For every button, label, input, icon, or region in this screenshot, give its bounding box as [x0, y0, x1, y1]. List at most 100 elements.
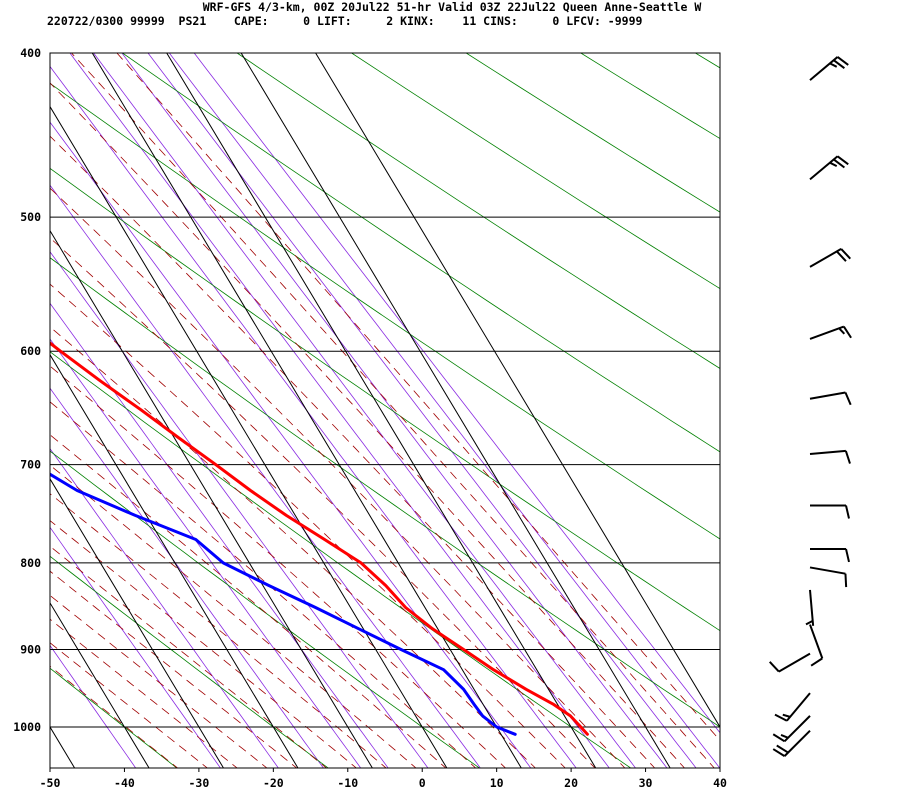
- wind-barb-feather: [845, 505, 850, 519]
- mixing-ratio-line: [193, 53, 720, 734]
- moist-adiabat-line: [50, 642, 208, 768]
- mixing-ratio-line: [50, 447, 279, 768]
- dry-adiabat-line: [465, 53, 720, 213]
- y-axis: 400 500 600 700 800 900 1000: [13, 46, 41, 734]
- wind-barb-staff: [809, 589, 815, 626]
- wind-barb-staff: [783, 729, 811, 757]
- mixing-ratio-line: [50, 251, 429, 768]
- x-tick-label: 20: [564, 776, 578, 790]
- wind-barb-staff: [809, 56, 839, 81]
- wind-barb: [774, 692, 811, 722]
- mixing-ratio-line: [50, 526, 221, 768]
- wind-barb-feather: [842, 326, 852, 339]
- isotherm-gridline: [315, 53, 720, 728]
- moist-adiabat-line: [50, 283, 566, 768]
- sounding-profiles: [50, 341, 589, 736]
- wind-barb-staff: [809, 391, 846, 400]
- moist-adiabat-line: [50, 520, 357, 768]
- moist-adiabat-line: [50, 545, 328, 768]
- moist-adiabat-line: [50, 570, 298, 768]
- dewpoint-profile-line: [50, 472, 517, 736]
- wind-barb-feather: [844, 450, 851, 464]
- temperature-profile-line: [50, 341, 589, 736]
- wind-barb-staff: [809, 449, 846, 456]
- wind-barb-staff: [778, 652, 811, 673]
- y-tick-label: 1000: [13, 720, 41, 734]
- wind-barb: [809, 566, 848, 588]
- dry-adiabat-line: [236, 53, 720, 369]
- wind-barb-staff: [809, 624, 824, 659]
- y-tick-label: 700: [20, 458, 41, 472]
- wind-barb-feather: [833, 158, 846, 169]
- wind-barb-feather: [768, 661, 780, 673]
- wind-barb-staff: [786, 692, 811, 722]
- moist-adiabat-line: [50, 464, 417, 768]
- isotherm-gridline: [50, 477, 225, 768]
- chart-title: WRF-GFS 4/3-km, 00Z 20Jul22 51-hr Valid …: [203, 0, 702, 14]
- wind-barb: [809, 155, 849, 181]
- isotherm-gridline: [50, 105, 448, 768]
- wind-barb-feather: [776, 744, 789, 754]
- x-tick-label: 30: [639, 776, 653, 790]
- mixing-ratio-line: [50, 184, 481, 768]
- wind-barb: [805, 589, 815, 626]
- mixing-ratio-line: [50, 121, 532, 768]
- dry-adiabat-line: [694, 53, 720, 69]
- isotherm-gridline: [0, 34, 1, 769]
- wind-barb: [768, 652, 811, 673]
- wind-barb-feather: [810, 657, 823, 667]
- wind-barb-feather: [836, 56, 849, 66]
- x-tick-label: -20: [263, 776, 284, 790]
- wind-barb: [810, 504, 850, 519]
- wind-barb: [809, 325, 852, 340]
- moist-adiabat-line: [50, 618, 238, 768]
- y-tick-label: 500: [20, 210, 41, 224]
- x-tick-label: -50: [40, 776, 61, 790]
- wind-barb: [772, 729, 811, 757]
- moist-adiabat-line: [50, 594, 268, 768]
- wind-barb: [809, 624, 824, 667]
- isotherm-gridline: [50, 726, 76, 768]
- mixing-ratio-line: [50, 302, 389, 768]
- moist-adiabat-line: [50, 365, 507, 768]
- wind-barb-feather: [845, 548, 850, 563]
- moist-adiabat-line: [50, 187, 626, 768]
- wind-barb-feather: [844, 573, 848, 588]
- wind-barb-column: [768, 56, 852, 757]
- wind-barb: [809, 56, 849, 81]
- isotherm-gridline: [50, 229, 373, 768]
- dry-adiabat-line: [580, 53, 720, 140]
- wind-barb-feather: [772, 733, 786, 743]
- wind-barb-feather: [782, 713, 791, 718]
- x-tick-label: 10: [490, 776, 504, 790]
- wind-barb: [809, 391, 852, 406]
- station-info-line: 220722/0300 99999 PS21 CAPE: 0 LIFT: 2 K…: [47, 14, 643, 28]
- wind-barb: [809, 449, 851, 464]
- wind-barb-feather: [836, 155, 849, 166]
- isotherm-gridline: [166, 53, 597, 768]
- mixing-ratio-line: [168, 53, 720, 768]
- dry-adiabat-line: [50, 351, 632, 768]
- mixing-ratio-line: [147, 53, 697, 768]
- dry-adiabat-line: [50, 555, 329, 768]
- dry-adiabat-line: [50, 667, 178, 768]
- wind-barb-staff: [809, 248, 842, 268]
- wind-barb-feather: [836, 250, 847, 262]
- wind-barb-feather: [772, 748, 786, 757]
- background-lines: [0, 34, 720, 769]
- x-tick-label: -30: [188, 776, 209, 790]
- wind-barb-feather: [844, 392, 852, 406]
- y-tick-label: 400: [20, 46, 41, 60]
- x-tick-label: 0: [419, 776, 426, 790]
- wind-barb-feather: [838, 327, 846, 335]
- wind-barb-staff: [809, 155, 839, 181]
- moist-adiabat-line: [50, 82, 686, 768]
- y-tick-label: 800: [20, 556, 41, 570]
- mixing-ratio-line: [50, 338, 362, 768]
- moist-adiabat-line: [50, 493, 387, 768]
- wind-barb-staff: [809, 325, 845, 340]
- moist-adiabat-line: [50, 401, 477, 768]
- wind-barb-feather: [780, 734, 789, 739]
- isotherm-gridline: [240, 53, 671, 768]
